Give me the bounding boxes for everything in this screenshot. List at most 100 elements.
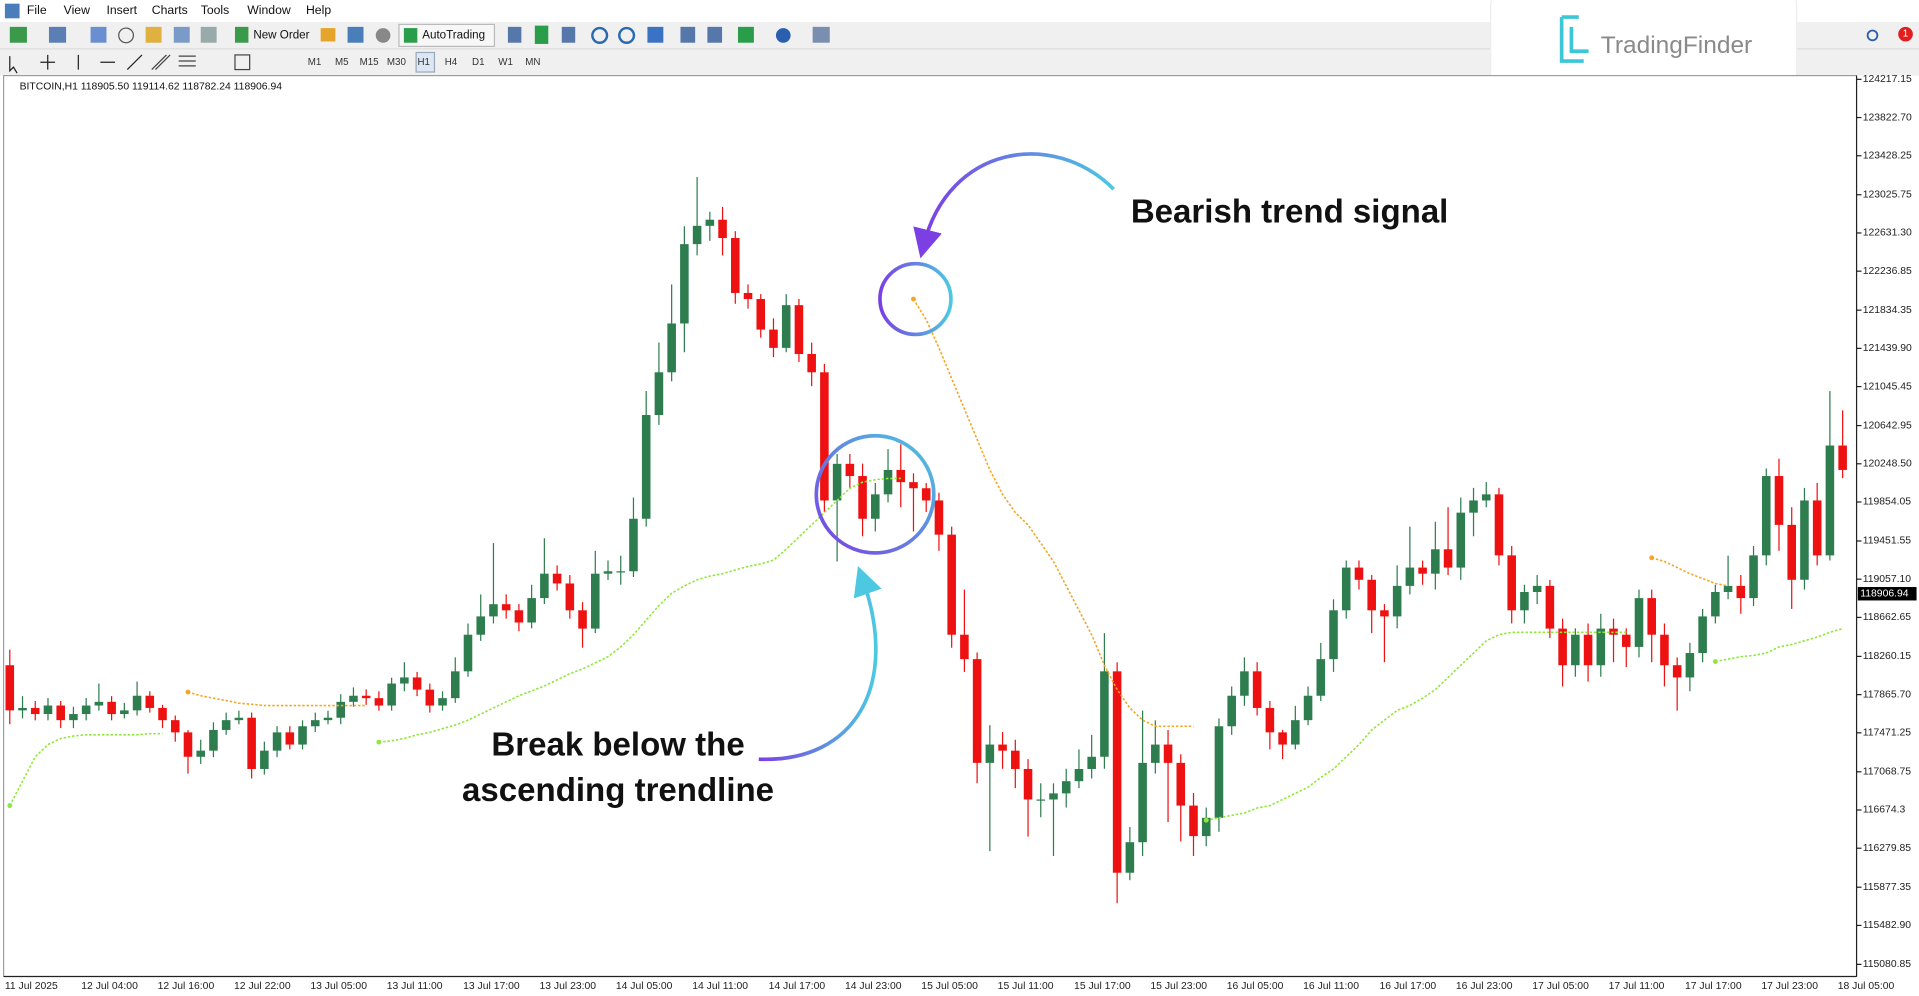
icon-indicators[interactable] bbox=[737, 26, 754, 43]
notification-badge[interactable] bbox=[1898, 26, 1913, 42]
icon-bar-chart[interactable] bbox=[507, 26, 522, 43]
indicator-start-dot bbox=[185, 689, 191, 695]
x-tick-label: 13 Jul 17:00 bbox=[463, 981, 520, 992]
candle-body bbox=[1201, 817, 1211, 837]
menu-item[interactable]: Help bbox=[306, 3, 331, 17]
candle-body bbox=[1189, 805, 1198, 837]
timeframe-button[interactable]: M1 bbox=[308, 57, 322, 68]
icon-line-chart[interactable] bbox=[561, 26, 576, 43]
timeframe-button[interactable]: H4 bbox=[445, 57, 458, 68]
icon-crosshair[interactable] bbox=[40, 54, 56, 70]
chart-frame bbox=[3, 75, 1858, 977]
icon-periods[interactable] bbox=[775, 28, 791, 43]
icon-editor[interactable] bbox=[320, 28, 336, 42]
y-tick-label: 124217.15 bbox=[1863, 74, 1912, 85]
icon-channels[interactable] bbox=[151, 54, 196, 71]
icon-market[interactable] bbox=[375, 28, 391, 43]
x-tick-label: 14 Jul 11:00 bbox=[692, 981, 748, 992]
search-icon[interactable] bbox=[1866, 29, 1879, 42]
candle-body bbox=[323, 717, 333, 721]
candle-body bbox=[1558, 628, 1567, 666]
candle-body bbox=[1596, 628, 1606, 666]
timeframe-button[interactable]: H1 bbox=[417, 57, 430, 68]
timeframe-button[interactable]: D1 bbox=[472, 57, 485, 68]
candle-body bbox=[1787, 524, 1797, 580]
icon-profiles[interactable] bbox=[48, 26, 67, 43]
candle-body bbox=[1494, 494, 1504, 556]
active-timeframe bbox=[415, 51, 436, 73]
icon-candles[interactable] bbox=[534, 25, 549, 44]
icon-data[interactable] bbox=[145, 26, 162, 43]
autotrading-button[interactable] bbox=[398, 23, 496, 47]
timeframe-button[interactable]: M30 bbox=[387, 57, 407, 68]
icon-scroll[interactable] bbox=[680, 26, 696, 43]
candle-body bbox=[1252, 671, 1262, 708]
menu-item[interactable]: Charts bbox=[152, 3, 188, 17]
candle-body bbox=[1571, 634, 1580, 666]
y-tick-label: 115877.35 bbox=[1863, 882, 1912, 893]
candle-body bbox=[565, 583, 575, 611]
candle-body bbox=[1761, 476, 1771, 556]
candle-body bbox=[1481, 494, 1491, 501]
candle-body bbox=[400, 677, 409, 684]
new-order-label[interactable]: New Order bbox=[253, 28, 309, 41]
icon-lines[interactable] bbox=[77, 54, 143, 71]
autotrading-label[interactable]: AutoTrading bbox=[422, 28, 485, 41]
y-tick-label: 116674.3 bbox=[1863, 805, 1906, 816]
y-tick-label: 120248.50 bbox=[1863, 459, 1912, 470]
icon-tile[interactable] bbox=[647, 26, 664, 43]
candle-body bbox=[1125, 842, 1135, 873]
candle-body bbox=[1112, 671, 1122, 873]
timeframe-button[interactable]: M5 bbox=[335, 57, 349, 68]
menu-item[interactable]: Tools bbox=[201, 3, 230, 17]
icon-signals[interactable] bbox=[347, 26, 364, 43]
candle-body bbox=[94, 701, 104, 706]
candle-body bbox=[132, 695, 142, 711]
icon-zoom-out[interactable] bbox=[618, 26, 636, 44]
candle-body bbox=[1838, 445, 1847, 470]
timeframe-button[interactable]: W1 bbox=[498, 57, 513, 68]
candle-body bbox=[260, 750, 269, 769]
candle-body bbox=[667, 323, 676, 373]
menu-item[interactable]: Window bbox=[247, 3, 291, 17]
menu-item[interactable]: Insert bbox=[106, 3, 137, 17]
menu-item[interactable]: File bbox=[27, 3, 47, 17]
icon-shift[interactable] bbox=[707, 26, 723, 43]
indicator-start-dot bbox=[1649, 555, 1655, 561]
x-tick-label: 18 Jul 05:00 bbox=[1838, 981, 1895, 992]
x-tick-label: 16 Jul 11:00 bbox=[1303, 981, 1359, 992]
candle-body bbox=[247, 717, 256, 769]
candle-body bbox=[361, 695, 371, 699]
icon-zoom-in[interactable] bbox=[591, 26, 609, 44]
icon-navigator[interactable] bbox=[118, 27, 135, 44]
icon-tester[interactable] bbox=[200, 26, 217, 43]
icon-cursor[interactable] bbox=[9, 56, 18, 74]
candle-body bbox=[909, 482, 918, 489]
candle-body bbox=[1380, 610, 1389, 617]
x-tick-label: 13 Jul 05:00 bbox=[310, 981, 367, 992]
candle-body bbox=[1711, 591, 1720, 617]
y-tick-label: 117471.25 bbox=[1863, 728, 1912, 739]
y-tick-label: 119057.10 bbox=[1863, 574, 1912, 585]
candle-body bbox=[1723, 585, 1733, 592]
icon-label[interactable] bbox=[234, 54, 251, 71]
x-tick-label: 15 Jul 11:00 bbox=[998, 981, 1054, 992]
icon-templates[interactable] bbox=[812, 26, 830, 43]
icon-terminal[interactable] bbox=[173, 26, 190, 43]
candle-body bbox=[1329, 610, 1338, 660]
candle-body bbox=[1138, 762, 1147, 843]
icon-new-order[interactable] bbox=[234, 26, 249, 43]
candle-body bbox=[336, 701, 346, 718]
menu-item[interactable]: View bbox=[64, 3, 90, 17]
icon-market-watch[interactable] bbox=[90, 26, 107, 43]
candle-body bbox=[1660, 634, 1669, 666]
icon-new-chart[interactable] bbox=[9, 26, 27, 43]
candle-body bbox=[947, 534, 956, 635]
y-tick-label: 116279.85 bbox=[1863, 843, 1912, 854]
logo-text: TradingFinder bbox=[1601, 32, 1752, 59]
timeframe-button[interactable]: MN bbox=[525, 57, 540, 68]
y-tick-label: 119451.55 bbox=[1863, 536, 1912, 547]
y-tick-label: 115482.90 bbox=[1863, 920, 1912, 931]
timeframe-button[interactable]: M15 bbox=[360, 57, 380, 68]
candle-body bbox=[934, 500, 944, 535]
